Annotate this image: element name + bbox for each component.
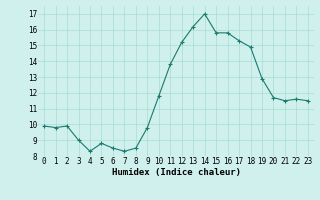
- X-axis label: Humidex (Indice chaleur): Humidex (Indice chaleur): [111, 168, 241, 177]
